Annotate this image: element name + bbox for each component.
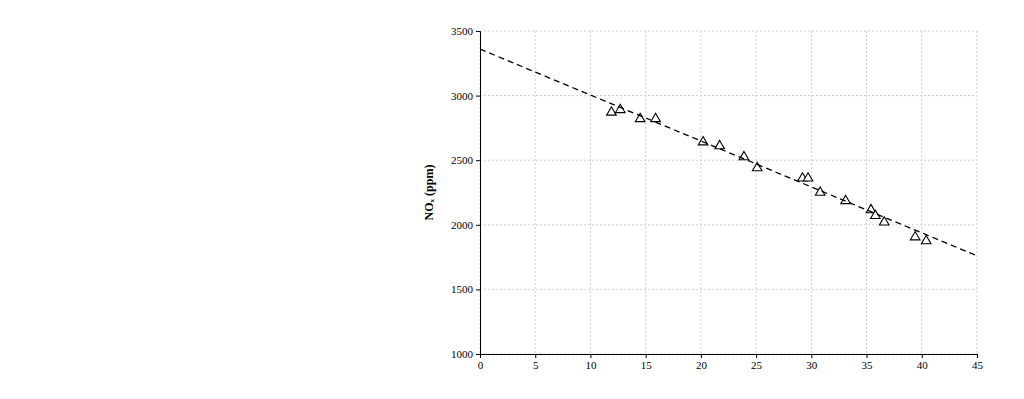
x-axis: 0 5 10 15 20 25 30 35 40 45: [478, 354, 984, 371]
axis-line: [476, 32, 481, 355]
data-point: [651, 113, 661, 121]
grid-line: [480, 160, 977, 161]
tick-mark: [977, 354, 978, 358]
data-point: [803, 173, 813, 181]
tick-label: 2000: [451, 219, 474, 231]
tick-label: 30: [806, 359, 818, 371]
tick-mark: [646, 354, 647, 358]
tick: 45: [972, 354, 984, 371]
tick: 2000: [451, 219, 480, 231]
data-point: [815, 187, 825, 195]
tick: 2500: [451, 154, 480, 166]
tick-mark: [476, 225, 480, 226]
grid-line: [480, 289, 977, 290]
tick-label: 25: [751, 359, 763, 371]
tick: 1500: [451, 283, 480, 295]
tick-mark: [476, 160, 480, 161]
tick: 3500: [451, 25, 480, 37]
grid-line: [756, 31, 757, 354]
tick: 40: [917, 354, 929, 371]
tick-label: 0: [478, 359, 484, 371]
tick-mark: [811, 354, 812, 358]
data-point: [607, 107, 617, 115]
tick-label: 10: [585, 359, 597, 371]
grid-line: [700, 31, 701, 354]
tick-mark: [590, 354, 591, 358]
tick: 20: [696, 354, 708, 371]
tick-mark: [476, 289, 480, 290]
tick-label: 20: [696, 359, 708, 371]
tick: 30: [806, 354, 818, 371]
data-point: [635, 113, 645, 121]
tick-label: 3000: [451, 90, 474, 102]
grid-line: [977, 31, 978, 354]
grid-line: [866, 31, 867, 354]
tick-label: 1000: [451, 348, 474, 360]
data-point: [921, 235, 931, 243]
tick: 10: [585, 354, 597, 371]
grid-line: [480, 224, 977, 225]
tick-label: 3500: [451, 25, 474, 37]
tick-label: 45: [972, 359, 984, 371]
tick-mark: [476, 31, 480, 32]
tick: 1000: [451, 348, 480, 360]
tick-mark: [535, 354, 536, 358]
tick-label: 1500: [451, 283, 474, 295]
grid-line: [480, 95, 977, 96]
fit-line: [480, 49, 977, 256]
y-axis: 1000 1500 2000 2500 3000 3500: [451, 25, 481, 360]
tick-label: 5: [533, 359, 539, 371]
tick: 3000: [451, 90, 480, 102]
grid: [480, 31, 977, 354]
grid-line: [535, 31, 536, 354]
tick: 0: [478, 354, 484, 371]
tick-label: 15: [641, 359, 653, 371]
tick-label: 2500: [451, 154, 474, 166]
tick-mark: [756, 354, 757, 358]
y-axis-title: NOₓ (ppm): [422, 165, 436, 221]
data-point: [910, 232, 920, 240]
tick-label: 35: [862, 359, 874, 371]
tick: 5: [533, 354, 539, 371]
tick: 15: [641, 354, 653, 371]
chart: 0 5 10 15 20 25 30 35 40 45 1000 1500 2000 2500 3000 35…: [0, 0, 1024, 399]
grid-line: [480, 31, 977, 32]
grid-line: [811, 31, 812, 354]
tick: 35: [862, 354, 874, 371]
grid-line: [590, 31, 591, 354]
axis-line: [481, 355, 978, 359]
data-point: [752, 162, 762, 170]
tick-mark: [922, 354, 923, 358]
tick-mark: [867, 354, 868, 358]
tick: 25: [751, 354, 763, 371]
plot-area: [480, 49, 977, 256]
grid-line: [645, 31, 646, 354]
grid-line: [921, 31, 922, 354]
tick-label: 40: [917, 359, 929, 371]
tick-mark: [701, 354, 702, 358]
tick-mark: [476, 354, 480, 355]
tick-mark: [476, 96, 480, 97]
